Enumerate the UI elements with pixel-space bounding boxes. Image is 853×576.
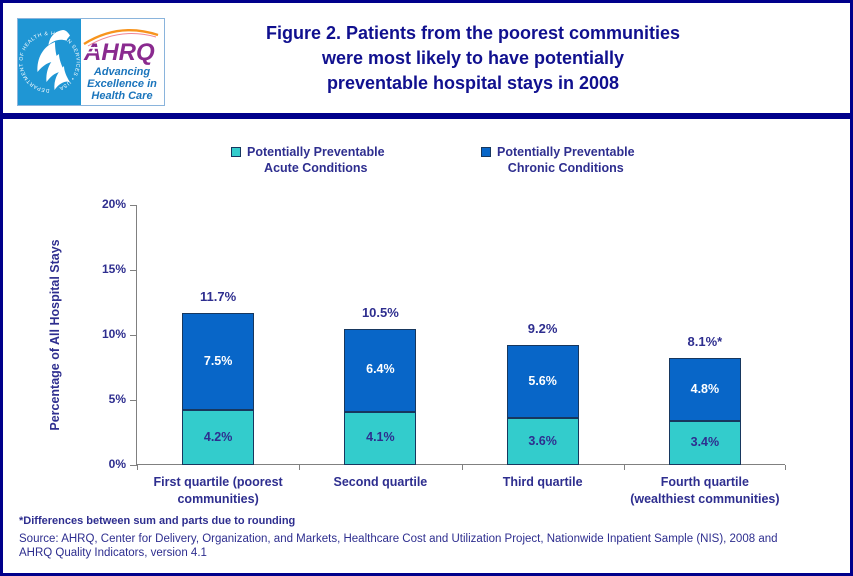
ahrq-tagline: Advancing Excellence in Health Care <box>87 66 157 102</box>
bar-chart-plot-area: Percentage of All Hospital Stays 0% 5% 10%… <box>48 197 786 506</box>
bar-total-label: 8.1%* <box>687 334 723 350</box>
svg-text:Advancing: Advancing <box>93 66 151 78</box>
source-citation-line: AHRQ Quality Indicators, version 4.1 <box>19 547 207 559</box>
y-axis-tick <box>130 464 137 466</box>
legend-swatch-acute <box>231 147 241 157</box>
y-axis-tick <box>130 399 137 401</box>
x-axis-tick <box>137 465 138 470</box>
bar-total-label: 9.2% <box>527 321 558 337</box>
bar-acute-value-label: 4.2% <box>203 429 233 444</box>
bar-acute-segment <box>344 411 417 465</box>
figure-title-line: were most likely to have potentially <box>321 48 625 68</box>
category-label: Second quartile <box>289 474 471 491</box>
bar-chronic-value-label: 7.5% <box>203 353 233 368</box>
bar-chronic-value-label: 5.6% <box>528 373 557 388</box>
y-axis-tick-label: 0% <box>108 457 126 471</box>
legend-swatch-chronic <box>481 147 491 157</box>
legend-item-acute: Potentially Preventable Acute Conditions <box>231 144 385 176</box>
ahrq-hhs-logo: DEPARTMENT OF HEALTH & HUMAN SERVICES • … <box>17 18 165 106</box>
figure-title-line: preventable hospital stays in 2008 <box>326 73 620 93</box>
figure-title-line: Figure 2. Patients from the poorest comm… <box>265 23 681 43</box>
ahrq-a-stripe <box>84 47 99 49</box>
bar-chronic-segment <box>182 312 255 411</box>
category-label: Third quartile <box>452 474 634 491</box>
legend-label-line: Acute Conditions <box>264 161 368 175</box>
rounding-footnote: *Differences between sum and parts due t… <box>19 515 296 527</box>
category-label: Fourth quartile (wealthiest communities) <box>614 474 796 508</box>
bar-acute-segment <box>182 410 255 465</box>
ahrq-a-stripe <box>84 51 97 54</box>
x-axis-tick <box>785 465 786 470</box>
legend-label-line: Chronic Conditions <box>507 161 624 175</box>
header-divider <box>3 113 850 119</box>
y-axis-tick <box>130 334 137 336</box>
legend-label-line: Potentially Preventable <box>497 145 635 159</box>
bar-total-label: 11.7% <box>200 288 237 304</box>
category-label-line: First quartile (poorest <box>153 475 283 489</box>
category-label: First quartile (poorest communities) <box>127 474 309 508</box>
x-axis-tick <box>623 465 625 470</box>
category-label-line: Second quartile <box>333 475 428 489</box>
ahrq-arc-swoosh <box>83 29 159 46</box>
ahrq-hhs-logo-svg: DEPARTMENT OF HEALTH & HUMAN SERVICES • … <box>18 19 164 105</box>
ahrq-arc-swoosh-inner <box>87 33 157 47</box>
y-axis-title: Percentage of All Hospital Stays <box>48 239 62 431</box>
y-axis-tick-label: 10% <box>101 327 126 341</box>
legend-label-chronic: Potentially Preventable Chronic Conditio… <box>497 144 635 176</box>
y-axis-tick <box>130 269 137 271</box>
bar-acute-value-label: 3.6% <box>528 433 557 448</box>
bar-chronic-segment <box>506 345 579 419</box>
bar-acute-value-label: 3.4% <box>690 434 720 449</box>
bar-chronic-value-label: 6.4% <box>366 362 395 377</box>
legend-item-chronic: Potentially Preventable Chronic Conditio… <box>481 144 635 176</box>
legend-label-acute: Potentially Preventable Acute Conditions <box>247 144 385 176</box>
bar-total-label: 10.5% <box>361 304 399 320</box>
svg-text:Excellence in: Excellence in <box>87 78 157 90</box>
bar-chronic-segment <box>668 358 741 421</box>
bar-acute-segment <box>668 420 741 465</box>
category-label-line: communities) <box>177 492 259 506</box>
legend-label-line: Potentially Preventable <box>247 145 385 159</box>
category-label-line: (wealthiest communities) <box>630 492 780 506</box>
y-axis-tick-label: 15% <box>101 262 126 276</box>
category-label-line: Fourth quartile <box>660 475 749 489</box>
y-axis-tick-label: 5% <box>108 392 126 406</box>
x-axis-tick <box>299 465 301 470</box>
svg-text:Health Care: Health Care <box>91 90 152 102</box>
source-citation: Source: AHRQ, Center for Delivery, Organ… <box>19 532 843 560</box>
bar-acute-segment <box>506 418 579 465</box>
bar-chronic-value-label: 4.8% <box>690 381 720 396</box>
bar-acute-value-label: 4.1% <box>366 430 395 445</box>
hhs-eagle-icon <box>37 30 70 90</box>
bar-chronic-segment <box>344 328 417 412</box>
y-axis-tick-label: 20% <box>101 197 126 211</box>
figure-title: Figure 2. Patients from the poorest comm… <box>183 21 763 96</box>
category-label-line: Third quartile <box>502 475 583 489</box>
source-citation-line: Source: AHRQ, Center for Delivery, Organ… <box>19 533 778 545</box>
y-axis-tick <box>130 204 137 206</box>
x-axis-tick <box>461 465 463 470</box>
